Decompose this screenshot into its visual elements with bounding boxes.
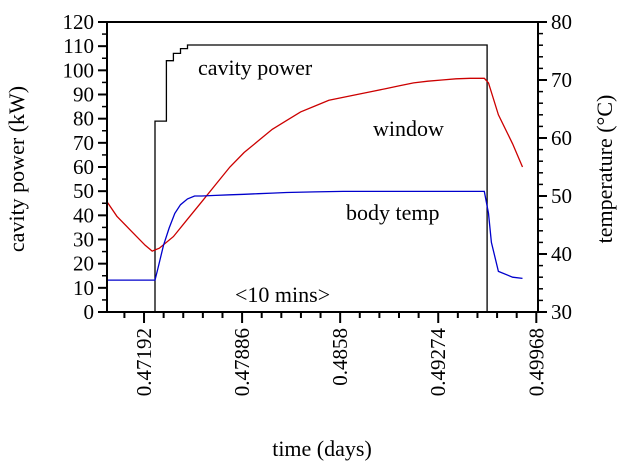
y-left-tick-label: 60 [73,155,94,179]
series-layer [106,44,538,313]
y-left-tick-label: 90 [73,83,94,107]
y-left-tick-label: 50 [73,179,94,203]
x-axis-title: time (days) [272,436,372,461]
x-tick-label: 0.47886 [230,328,254,396]
y-left-tick-label: 100 [63,58,95,82]
x-tick-label: 0.47192 [132,328,156,396]
y-left-tick-label: 120 [63,10,95,34]
y-axis-left-title: cavity power (kW) [4,86,29,252]
annotation-window: window [373,116,444,141]
annotation-interval: <10 mins> [235,282,330,307]
y-left-tick-label: 20 [73,252,94,276]
y-right-tick-label: 50 [551,184,572,208]
y-left-tick-label: 10 [73,276,94,300]
y-right-tick-label: 60 [551,126,572,150]
y-left-tick-label: 70 [73,131,94,155]
ticks-layer [98,21,547,323]
y-left-tick-label: 30 [73,228,94,252]
annotation-body-temp: body temp [346,200,440,225]
y-left-tick-label: 40 [73,203,94,227]
annotation-cavity-power: cavity power [198,55,313,80]
series-line-window [106,77,524,252]
y-left-tick-label: 110 [63,34,94,58]
plot-frame [106,21,539,313]
labels-layer: 0102030405060708090100110120304050607080… [63,10,573,396]
x-tick-label: 0.4858 [328,328,352,386]
series-line-cavity-power [107,44,538,313]
y-right-tick-label: 40 [551,242,572,266]
y-left-tick-label: 0 [84,300,95,324]
series-line-body-temp [107,190,523,281]
x-tick-label: 0.49274 [426,328,450,397]
y-right-tick-label: 70 [551,68,572,92]
y-axis-right-title: temperature (°C) [592,95,617,244]
y-left-tick-label: 80 [73,107,94,131]
y-right-tick-label: 80 [551,10,572,34]
x-tick-label: 0.49968 [524,328,548,396]
y-right-tick-label: 30 [551,300,572,324]
